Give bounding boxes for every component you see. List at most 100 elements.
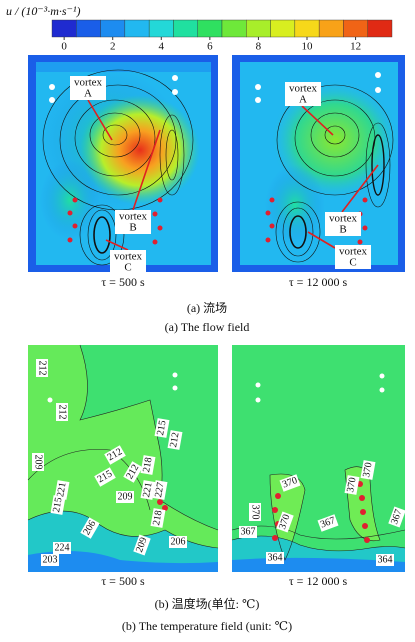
contour-label: 218 [140,455,156,475]
vortex-letter: C [124,262,131,274]
panel-caption: τ = 500 s [101,574,145,588]
colorbar-tick-label: 10 [302,41,314,53]
contour-label: 221 [54,480,70,500]
contour-label-box [104,445,126,465]
contour-label-text: 221 [55,482,68,499]
vortex-arrow [301,105,334,136]
vortex-letter: A [299,94,307,106]
contour-label: 370 [249,503,261,521]
vortex-word: vortex [339,246,368,258]
contour-label: 367 [317,514,339,532]
vortex-word: vortex [329,213,358,225]
figure-caption: (a) 流场 [187,301,227,315]
vortex-word: vortex [74,77,103,89]
vortex-word: vortex [289,83,318,95]
contour-label-text: 367 [389,508,404,526]
contour-label-text: 218 [141,457,154,474]
contour-label-box [140,455,156,475]
contour-label-text: 367 [241,526,256,537]
contour-label-box [50,495,66,515]
contour-label: 364 [266,552,284,564]
contour-label: 221 [140,480,156,500]
contour-label-box [123,461,143,483]
contour-label: 227 [152,480,168,500]
contour-label-box [80,517,100,539]
vortex-letter: C [349,257,356,269]
contour-label-text: 364 [268,552,283,563]
contour-label-box [116,491,134,503]
contour-label: 209 [133,534,151,556]
colorbar-tick-label: 12 [350,41,361,53]
colorbar-cell [343,19,368,38]
figure-caption: (a) The flow field [165,320,250,334]
colorbar-cell [367,19,393,38]
contour-label-text: 364 [378,554,393,565]
contour-label: 212 [123,461,143,483]
contour-label: 215 [94,467,116,487]
contour-label-box [32,453,44,471]
colorbar-tick-label: 2 [110,41,116,53]
contour-label-text: 212 [168,432,181,449]
contour-label: 212 [167,430,183,450]
contour-label: 224 [53,542,71,554]
contour-label-text: 224 [55,542,70,553]
contour-label-text: 215 [51,497,64,514]
contour-label: 209 [116,491,134,503]
contour-label-box [317,514,339,532]
vortex-label-box [110,250,146,274]
contour-label-box [239,526,257,538]
temperature-panel [27,344,219,572]
contour-label: 203 [41,554,59,566]
contour-label-text: 215 [155,420,168,437]
panel-caption: τ = 12 000 s [289,275,348,289]
vortex-word: vortex [119,211,148,223]
flow-panel [28,55,218,272]
colorbar-cell [270,19,296,38]
contour-label-box [133,534,151,556]
contour-label: 370 [360,460,376,480]
contour-label-text: 218 [151,510,164,527]
contour-label-box [276,511,294,533]
contour-label: 212 [36,359,48,377]
colorbar-cell [124,19,150,38]
colorbar-cell [173,19,198,38]
contour-label-box [56,403,68,421]
contour-label-box [54,480,70,500]
contour-label-box [388,506,406,528]
contour-label: 209 [32,453,44,471]
contour-label: 370 [276,511,294,533]
colorbar-cell [51,19,77,38]
contour-label: 218 [150,508,166,528]
contour-label-box [94,467,116,487]
vortex-label-box [70,76,106,100]
flow-panel [232,55,405,272]
colorbar-tick-label: 6 [207,41,213,53]
contour-label: 212 [104,445,126,465]
contour-label-box [169,536,187,548]
vortex-letter: B [339,224,346,236]
contour-label-box [152,480,168,500]
colorbar-cell [100,19,126,38]
contour-label-box [360,460,376,480]
vortex-arrow [307,231,336,249]
vortex-label-box [335,245,371,269]
contour-label: 367 [388,506,406,528]
contour-label: 206 [169,536,187,548]
contour-label-box [41,554,59,566]
contour-label-box [140,480,156,500]
colorbar-cell [246,19,271,38]
vortex-label-box [285,82,321,106]
contour-label: 215 [50,495,66,515]
contour-label-text: 209 [134,536,149,554]
contour-label-text: 212 [57,405,68,420]
contour-label-box [249,503,261,521]
contour-label-text: 370 [361,462,374,479]
contour-label-text: 209 [118,491,133,502]
colorbar-label: u / (10⁻³·m·s⁻¹) [6,4,81,18]
contour-label: 212 [56,403,68,421]
colorbar: 0 2 4 6 8 10 12 [51,19,393,53]
contour-label-box [344,475,360,495]
colorbar-tick-label: 0 [61,41,67,53]
figure-caption: (b) The temperature field (unit: ℃) [122,619,292,633]
figure-caption: (b) 温度场(单位: ℃) [155,596,260,611]
